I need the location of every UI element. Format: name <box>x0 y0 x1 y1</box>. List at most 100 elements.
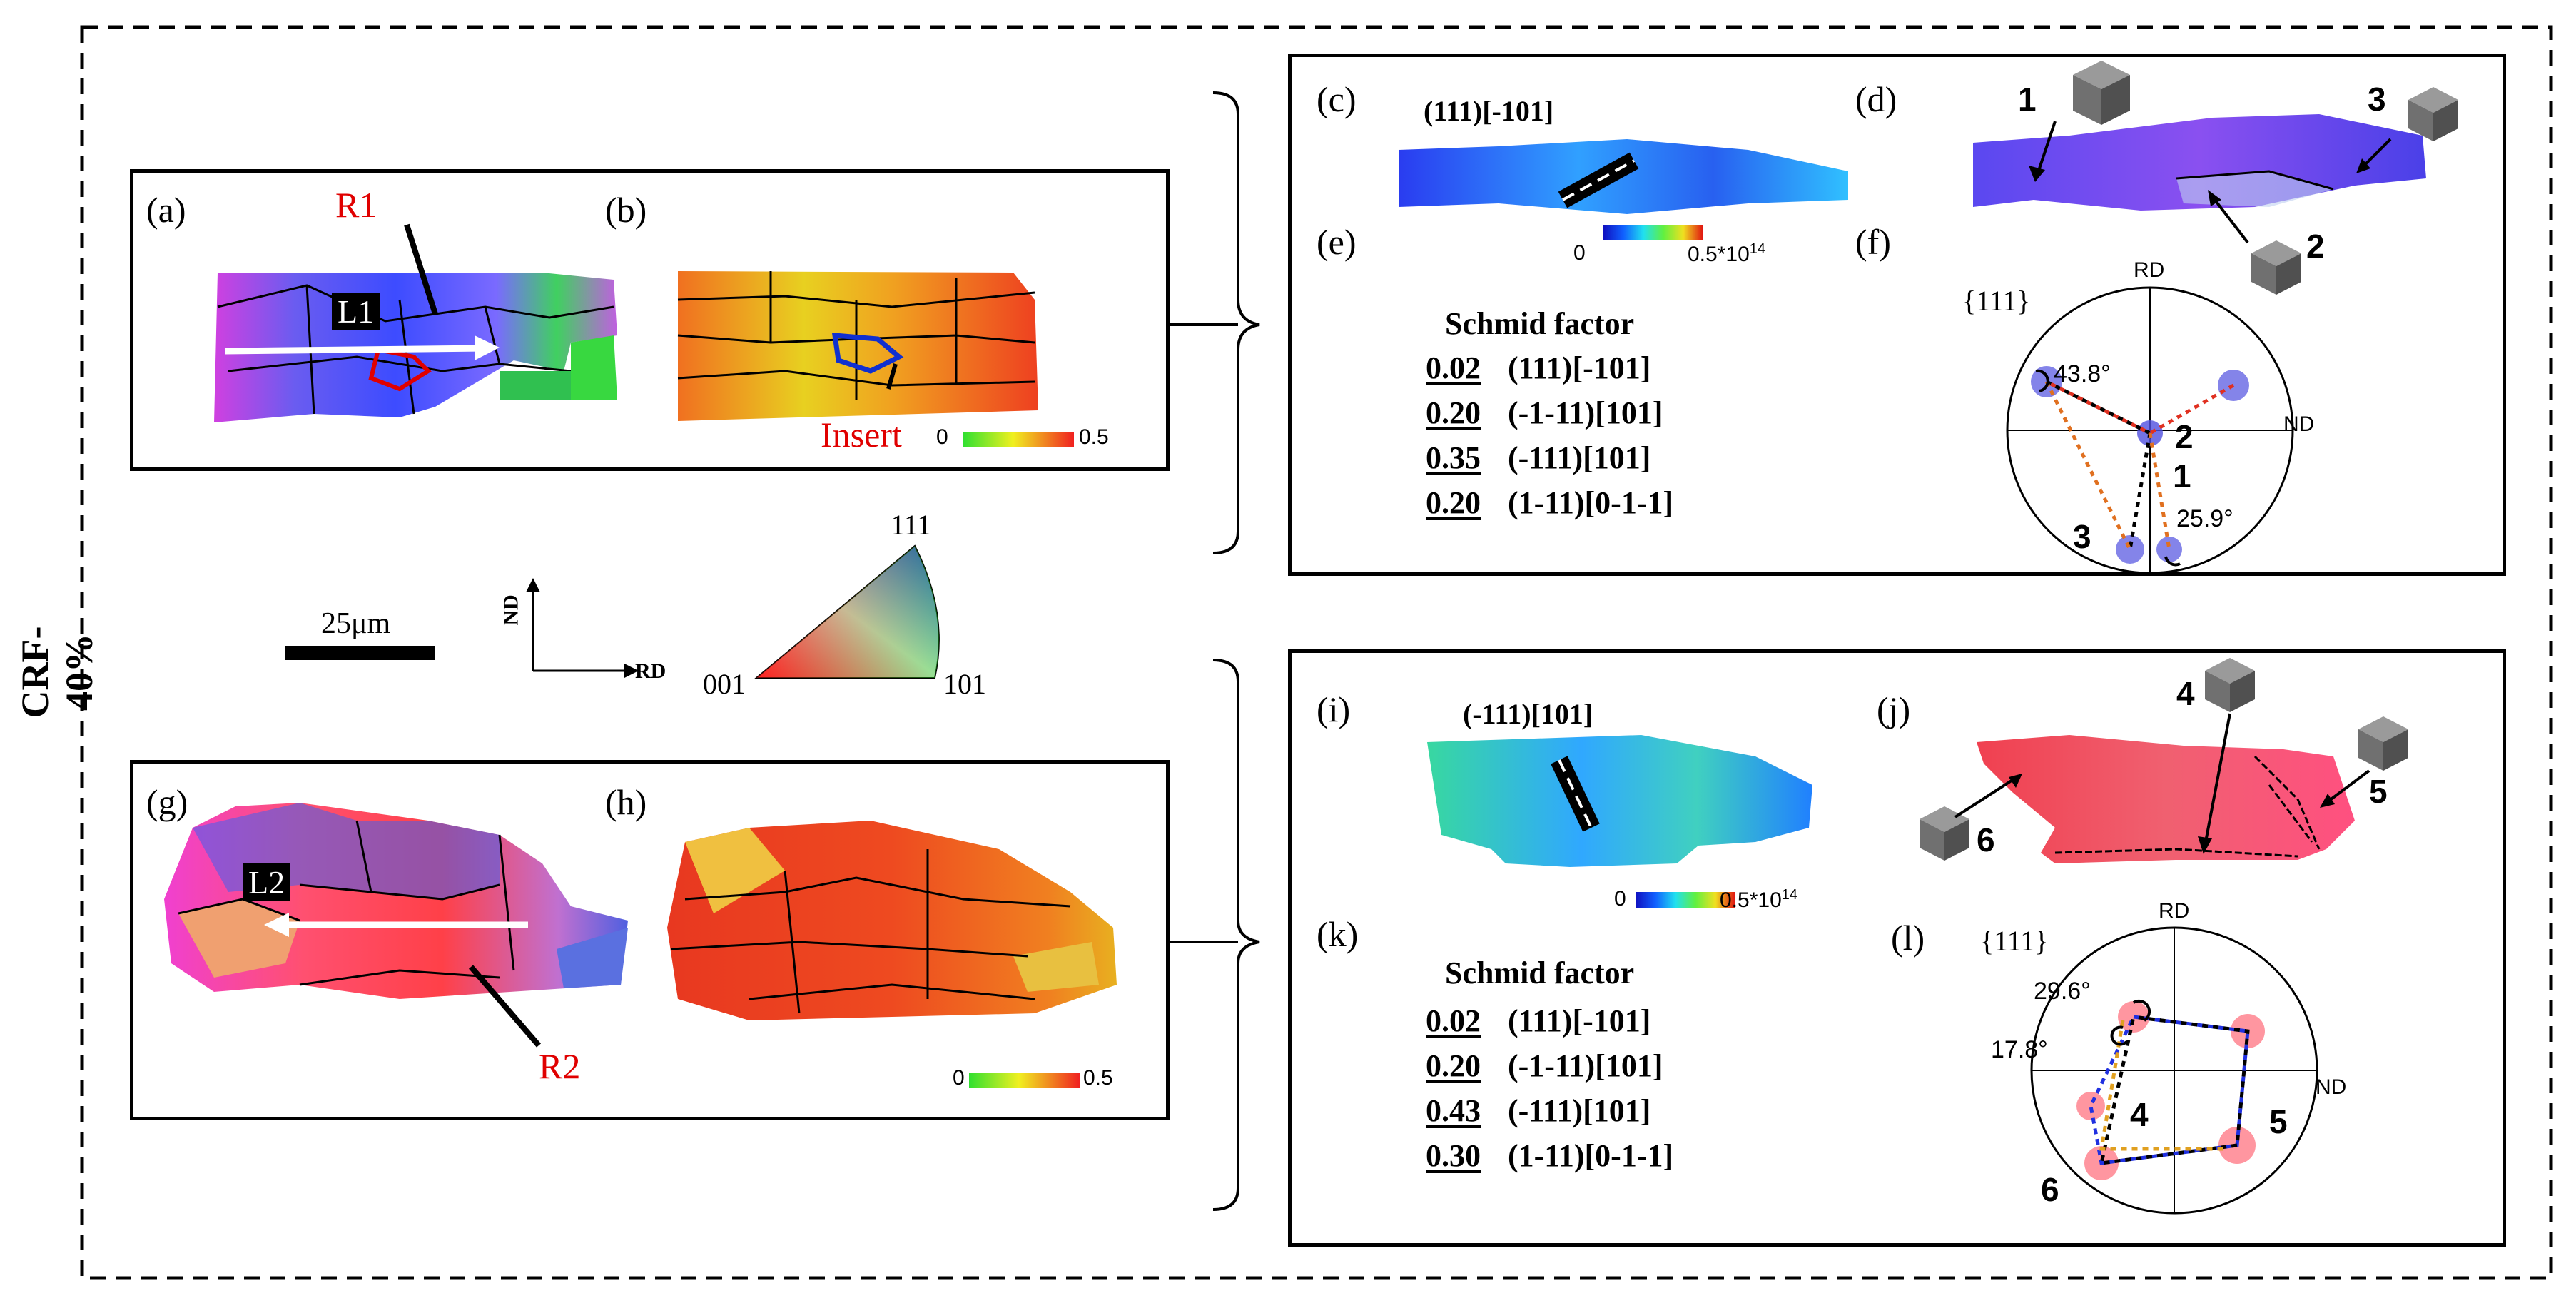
cube-5-icon <box>2358 716 2408 771</box>
pointer-R1 <box>404 223 438 315</box>
label-L1: L1 <box>332 293 380 330</box>
schmid-title-k: Schmid factor <box>1445 955 1635 990</box>
bracket-bottom <box>1212 659 1260 1211</box>
panel-label-f: (f) <box>1855 222 1891 262</box>
schmid-value: 0.20 <box>1426 395 1481 430</box>
axis-rd-label: RD <box>635 659 666 683</box>
schmid-value: 0.43 <box>1426 1093 1481 1128</box>
colorbar-h <box>969 1073 1080 1088</box>
panel-label-c: (c) <box>1317 79 1357 119</box>
label-L2-text: L2 <box>248 864 285 901</box>
label-L1-text: L1 <box>338 293 375 330</box>
colorbar-i-max: 0.5*1014 <box>1720 887 1797 913</box>
angle-f-1: 43.8° <box>2054 360 2111 387</box>
schmid-system: (-1-11)[101] <box>1508 1048 1663 1083</box>
marker-4-j: 4 <box>2176 675 2195 712</box>
panel-label-j: (j) <box>1877 689 1911 729</box>
schmid-row-k: 0.30 (1-11)[0-1-1] <box>1426 1137 1673 1174</box>
pole-figure-l <box>2030 926 2318 1215</box>
schmid-row-k: 0.20 (-1-11)[101] <box>1426 1048 1663 1084</box>
marker-1-d: 1 <box>2018 81 2037 118</box>
map-h-kam <box>667 821 1117 1020</box>
cube-2-icon <box>2251 240 2301 295</box>
cube-6-icon <box>1920 806 1969 861</box>
pf-nd-f: ND <box>2283 412 2315 436</box>
colorbar-c-max-text: 0.5*10 <box>1688 243 1750 266</box>
pf-family-l: {111} <box>1980 925 2049 957</box>
pf-nd-l: ND <box>2316 1075 2347 1099</box>
axis-nd-label: ND <box>499 594 523 626</box>
panel-box-bottom-left <box>130 760 1170 1120</box>
pf-rd-l: RD <box>2159 899 2190 923</box>
colorbar-c-max: 0.5*1014 <box>1688 241 1765 267</box>
pf-family-f: {111} <box>1962 285 2031 317</box>
label-insert: Insert <box>821 415 902 455</box>
colorbar-b <box>963 432 1074 447</box>
panel-label-h: (h) <box>605 782 647 822</box>
line-L1-arrow <box>224 345 486 355</box>
schmid-system: (-111)[101] <box>1508 440 1651 475</box>
colorbar-h-max: 0.5 <box>1083 1066 1113 1090</box>
schmid-row-e: 0.20 (-1-11)[101] <box>1426 395 1663 431</box>
marker-5-l: 5 <box>2269 1103 2288 1140</box>
angle-l-1: 29.6° <box>2034 978 2091 1005</box>
outer-dashed-frame <box>80 25 2553 1280</box>
colorbar-i-max-text: 0.5*10 <box>1720 888 1782 912</box>
ipf-key-001: 001 <box>703 668 746 700</box>
marker-3-d: 3 <box>2368 81 2386 118</box>
map-j-ipf <box>1977 735 2355 863</box>
ipf-key-111: 111 <box>891 509 932 541</box>
map-i-gnd <box>1427 735 1812 867</box>
schmid-value: 0.30 <box>1426 1138 1481 1173</box>
colorbar-h-min: 0 <box>953 1066 965 1090</box>
schmid-row-e: 0.02 (111)[-101] <box>1426 350 1650 386</box>
schmid-value: 0.35 <box>1426 440 1481 475</box>
panel-label-l: (l) <box>1891 918 1925 958</box>
panel-label-k: (k) <box>1317 914 1359 954</box>
colorbar-c-min: 0 <box>1573 241 1586 265</box>
schmid-title-e: Schmid factor <box>1445 306 1635 341</box>
angle-l-2: 17.8° <box>1991 1036 2048 1063</box>
panel-label-b: (b) <box>605 190 647 230</box>
schmid-system: (111)[-101] <box>1508 350 1651 385</box>
arrowhead-L2 <box>264 913 289 937</box>
schmid-value: 0.20 <box>1426 1048 1481 1083</box>
schmid-value: 0.20 <box>1426 485 1481 520</box>
arrowhead-L1 <box>475 335 500 360</box>
cube-1-icon <box>2073 61 2130 125</box>
marker-5-j: 5 <box>2369 773 2388 810</box>
pf-rd-f: RD <box>2134 258 2165 282</box>
marker-6-j: 6 <box>1977 821 1995 858</box>
panel-box-top-right <box>1288 54 2506 576</box>
scale-bar <box>285 646 435 660</box>
schmid-system: (1-11)[0-1-1] <box>1508 485 1674 520</box>
side-label: CRF-40% <box>14 626 101 719</box>
schmid-value: 0.02 <box>1426 1003 1481 1038</box>
panel-label-a: (a) <box>146 190 186 230</box>
schmid-row-e: 0.20 (1-11)[0-1-1] <box>1426 485 1673 521</box>
panel-box-bottom-right <box>1288 649 2506 1247</box>
schmid-system: (111)[-101] <box>1508 1003 1651 1038</box>
panel-label-g: (g) <box>146 782 188 822</box>
cube-4-icon <box>2205 658 2255 712</box>
colorbar-b-min: 0 <box>936 425 948 449</box>
panel-label-e: (e) <box>1317 222 1357 262</box>
cube-3-icon <box>2408 87 2458 141</box>
pointer-insert <box>886 363 898 390</box>
colorbar-c <box>1603 225 1703 240</box>
schmid-row-k: 0.02 (111)[-101] <box>1426 1003 1650 1039</box>
map-b-kam <box>677 271 1038 421</box>
slip-system-label-i: (-111)[101] <box>1463 698 1593 730</box>
angle-f-2: 25.9° <box>2176 505 2233 532</box>
marker-2-f: 2 <box>2175 418 2194 455</box>
scale-bar-label: 25μm <box>321 607 391 640</box>
ipf-key-101: 101 <box>943 668 986 700</box>
bracket-top <box>1212 91 1260 554</box>
schmid-system: (-111)[101] <box>1508 1093 1651 1128</box>
marker-1-f: 1 <box>2173 457 2191 495</box>
label-R2: R2 <box>539 1046 581 1086</box>
panel-box-top-left <box>130 169 1170 471</box>
schmid-system: (1-11)[0-1-1] <box>1508 1138 1674 1173</box>
axis-nd-arrow <box>526 578 540 592</box>
colorbar-i <box>1636 892 1735 908</box>
